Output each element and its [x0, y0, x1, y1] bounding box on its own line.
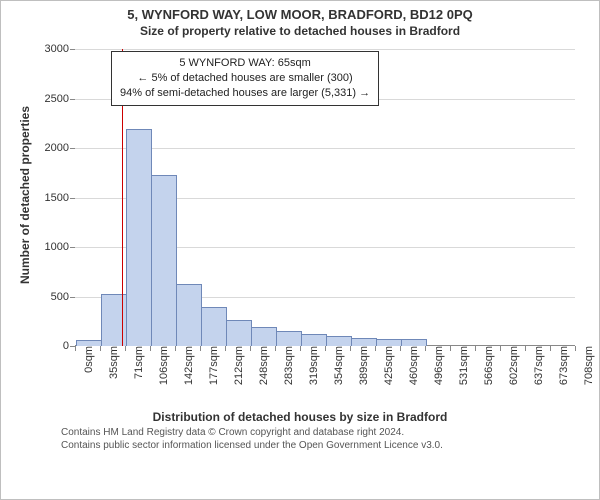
x-tick-label: 35sqm [100, 346, 120, 379]
histogram-bar [276, 331, 302, 346]
y-axis-label: Number of detached properties [18, 106, 32, 284]
x-tick-label: 425sqm [375, 346, 395, 385]
footer-line-2: Contains public sector information licen… [61, 439, 585, 452]
x-tick-label: 212sqm [225, 346, 245, 385]
plot-region: 0500100015002000250030000sqm35sqm71sqm10… [75, 49, 575, 346]
histogram-bar [326, 336, 352, 346]
histogram-bar [251, 327, 277, 346]
annotation-line: 5 WYNFORD WAY: 65sqm [120, 56, 370, 71]
x-tick-label: 673sqm [550, 346, 570, 385]
x-tick-label: 602sqm [500, 346, 520, 385]
annotation-box: 5 WYNFORD WAY: 65sqm← 5% of detached hou… [111, 51, 379, 106]
y-tick-label: 3000 [45, 43, 75, 55]
x-tick-label: 460sqm [400, 346, 420, 385]
histogram-bar [376, 339, 402, 346]
y-tick-label: 500 [51, 291, 75, 303]
histogram-bar [226, 320, 252, 346]
figure-title-sub: Size of property relative to detached ho… [15, 24, 585, 38]
y-axis-label-wrap: Number of detached properties [25, 44, 39, 346]
bar-slot [75, 49, 100, 346]
histogram-bar [176, 284, 202, 346]
histogram-bar [401, 339, 427, 346]
figure-title-main: 5, WYNFORD WAY, LOW MOOR, BRADFORD, BD12… [15, 7, 585, 22]
x-tick-label: 637sqm [525, 346, 545, 385]
histogram-bar [126, 129, 152, 346]
y-tick-label: 0 [63, 340, 75, 352]
x-tick-label: 283sqm [275, 346, 295, 385]
x-tick-label: 319sqm [300, 346, 320, 385]
bar-slot [425, 49, 450, 346]
histogram-bar [201, 307, 227, 346]
x-tick-label: 71sqm [125, 346, 145, 379]
histogram-bar [76, 340, 102, 346]
x-tick-label: 566sqm [475, 346, 495, 385]
histogram-bar [101, 294, 127, 346]
x-tick-label: 708sqm [575, 346, 595, 385]
annotation-line: 94% of semi-detached houses are larger (… [120, 86, 370, 101]
bar-slot [525, 49, 550, 346]
y-tick-label: 1000 [45, 241, 75, 253]
chart-area: Number of detached properties 0500100015… [15, 44, 585, 404]
figure-footer: Contains HM Land Registry data © Crown c… [15, 426, 585, 452]
x-tick-label: 389sqm [350, 346, 370, 385]
x-tick-label: 354sqm [325, 346, 345, 385]
x-tick-label: 496sqm [425, 346, 445, 385]
figure-container: 5, WYNFORD WAY, LOW MOOR, BRADFORD, BD12… [0, 0, 600, 500]
footer-line-1: Contains HM Land Registry data © Crown c… [61, 426, 585, 439]
bar-slot [400, 49, 425, 346]
histogram-bar [301, 334, 327, 346]
x-tick-label: 177sqm [200, 346, 220, 385]
y-tick-label: 2500 [45, 93, 75, 105]
y-tick-label: 1500 [45, 192, 75, 204]
x-tick-label: 142sqm [175, 346, 195, 385]
x-tick-label: 0sqm [75, 346, 95, 373]
plot-inner: 0500100015002000250030000sqm35sqm71sqm10… [75, 49, 575, 346]
x-tick-label: 106sqm [150, 346, 170, 385]
x-axis-label: Distribution of detached houses by size … [15, 410, 585, 424]
histogram-bar [151, 175, 177, 346]
x-tick-label: 531sqm [450, 346, 470, 385]
histogram-bar [351, 338, 377, 346]
bar-slot [475, 49, 500, 346]
annotation-line: ← 5% of detached houses are smaller (300… [120, 71, 370, 86]
bar-slot [500, 49, 525, 346]
x-tick-label: 248sqm [250, 346, 270, 385]
y-tick-label: 2000 [45, 142, 75, 154]
bar-slot [550, 49, 575, 346]
bar-slot [450, 49, 475, 346]
